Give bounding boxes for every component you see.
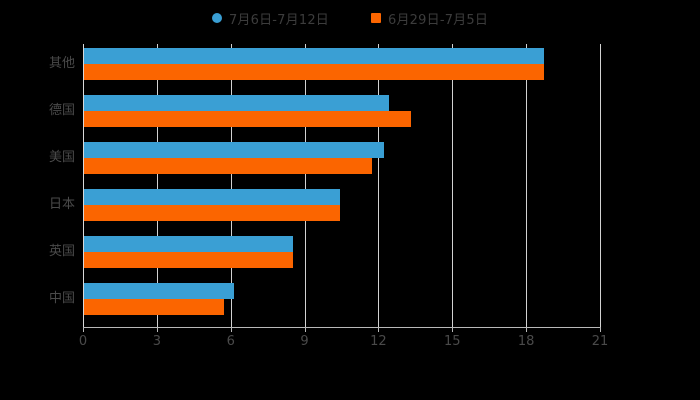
x-axis-label-18: 18 <box>517 334 535 349</box>
legend-item-series-1[interactable]: 7月6日-7月12日 <box>211 9 329 28</box>
x-tick-mark-15 <box>452 327 454 332</box>
y-axis-label-日本: 日本 <box>48 197 75 213</box>
x-tick-mark-0 <box>83 327 84 332</box>
legend-square-marker-icon <box>371 13 381 23</box>
bar-英国-series-1[interactable] <box>84 236 294 253</box>
bar-德国-series-2[interactable] <box>84 110 412 127</box>
x-tick-mark-3 <box>156 327 158 332</box>
x-tick-mark-18 <box>526 327 528 332</box>
bar-中国-series-2[interactable] <box>84 299 225 316</box>
y-axis-label-其他: 其他 <box>48 55 75 71</box>
gridline-12 <box>378 44 380 327</box>
gridline-3 <box>156 44 158 327</box>
gridline-6 <box>230 44 232 327</box>
y-axis-label-德国: 德国 <box>48 102 75 118</box>
bar-中国-series-1[interactable] <box>84 283 235 300</box>
bar-美国-series-1[interactable] <box>84 141 385 158</box>
x-axis-label-12: 12 <box>370 334 387 349</box>
bar-德国-series-1[interactable] <box>84 94 390 111</box>
legend-label-series-2: 6月29日-7月5日 <box>388 12 489 28</box>
legend-label-series-1: 7月6日-7月12日 <box>228 12 329 28</box>
x-tick-mark-12 <box>378 327 380 332</box>
x-tick-mark-6 <box>230 327 232 332</box>
x-axis-line <box>83 327 601 328</box>
bar-其他-series-2[interactable] <box>84 63 545 80</box>
gridline-21 <box>600 44 601 327</box>
chart-legend: 7月6日-7月12日 6月29日-7月5日 <box>0 8 700 28</box>
y-axis-label-中国: 中国 <box>48 291 75 307</box>
bar-日本-series-1[interactable] <box>84 189 341 206</box>
bar-其他-series-1[interactable] <box>84 47 545 64</box>
x-axis-label-6: 6 <box>226 334 235 349</box>
x-axis-label-0: 0 <box>78 334 88 349</box>
bar-英国-series-2[interactable] <box>84 252 294 269</box>
legend-item-series-2[interactable]: 6月29日-7月5日 <box>371 9 488 28</box>
gridline-18 <box>526 44 528 327</box>
bar-日本-series-2[interactable] <box>84 205 341 222</box>
y-axis-label-美国: 美国 <box>48 149 75 165</box>
y-axis-label-英国: 英国 <box>48 244 75 260</box>
y-axis-labels: 其他德国美国日本英国中国 <box>0 44 75 327</box>
x-axis-label-21: 21 <box>591 334 609 349</box>
x-axis-label-9: 9 <box>300 334 309 349</box>
x-axis-label-3: 3 <box>152 334 161 349</box>
x-axis-label-15: 15 <box>444 334 461 349</box>
x-tick-mark-9 <box>304 327 306 332</box>
bar-美国-series-2[interactable] <box>84 157 373 174</box>
plot-area <box>83 44 601 327</box>
x-tick-mark-21 <box>600 327 601 332</box>
gridline-9 <box>304 44 306 327</box>
gridline-15 <box>452 44 454 327</box>
gridline-0 <box>83 44 84 327</box>
legend-circle-marker-icon <box>211 13 222 23</box>
